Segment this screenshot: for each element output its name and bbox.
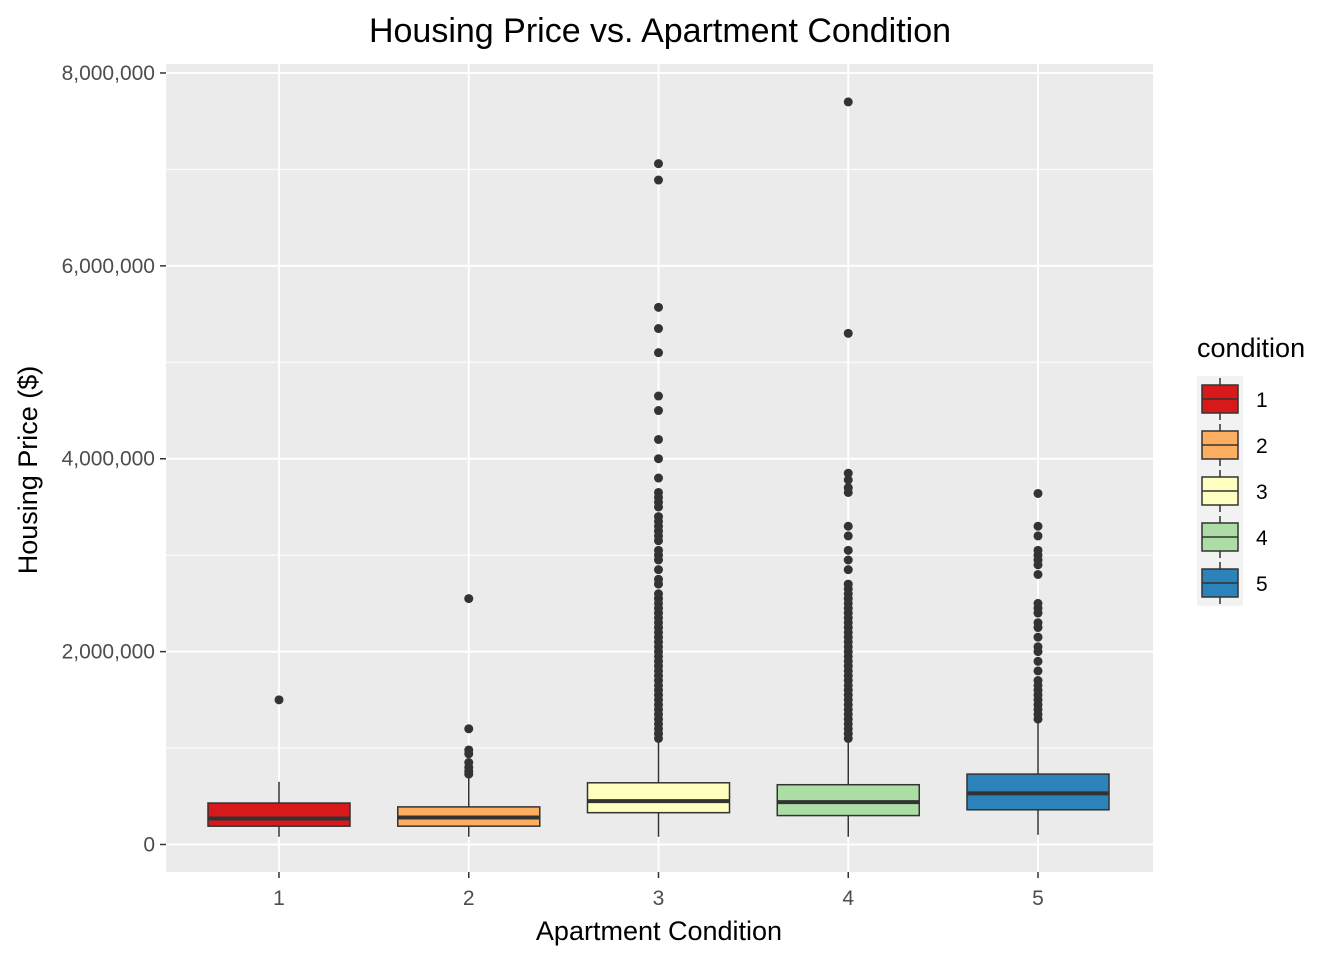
legend-title: condition bbox=[1197, 333, 1305, 363]
outlier-point bbox=[654, 348, 663, 358]
outlier-point bbox=[1033, 598, 1043, 608]
outlier-point bbox=[654, 565, 663, 575]
box-group-2 bbox=[397, 594, 541, 837]
outlier-point bbox=[654, 434, 663, 444]
legend-item-4: 4 bbox=[1197, 514, 1268, 560]
y-axis-title: Housing Price ($) bbox=[13, 366, 43, 575]
box-group-1 bbox=[207, 695, 351, 837]
outlier-point bbox=[464, 724, 474, 734]
box bbox=[586, 782, 731, 814]
x-tick-label: 5 bbox=[1032, 887, 1044, 910]
legend-item-1: 1 bbox=[1197, 376, 1268, 422]
legend-item-3: 3 bbox=[1197, 468, 1268, 514]
outlier-point bbox=[654, 454, 663, 464]
x-tick-label: 4 bbox=[842, 887, 854, 910]
outlier-point bbox=[843, 97, 853, 107]
outlier-point bbox=[843, 545, 853, 555]
box-series bbox=[207, 97, 1110, 837]
outlier-point bbox=[1033, 618, 1043, 628]
outlier-point bbox=[1033, 632, 1043, 642]
outlier-point bbox=[654, 487, 663, 497]
y-axis: 0 2,000,000 4,000,000 6,000,000 8,000,000 bbox=[62, 62, 166, 857]
x-tick-label: 1 bbox=[273, 887, 285, 910]
x-axis-title: Apartment Condition bbox=[536, 916, 782, 946]
outlier-point bbox=[1033, 666, 1043, 676]
legend-label: 5 bbox=[1256, 573, 1268, 596]
y-tick-label: 6,000,000 bbox=[62, 255, 155, 278]
outlier-point bbox=[654, 574, 663, 584]
outlier-point bbox=[654, 545, 663, 555]
x-axis: 1 2 3 4 5 bbox=[273, 872, 1044, 910]
legend-label: 2 bbox=[1256, 435, 1268, 458]
outlier-point bbox=[1033, 569, 1043, 579]
legend-label: 4 bbox=[1256, 527, 1268, 550]
box-group-3 bbox=[586, 159, 731, 837]
box-group-4 bbox=[776, 97, 920, 837]
legend-label: 1 bbox=[1256, 389, 1268, 412]
box-group-5 bbox=[966, 488, 1110, 835]
outlier-point bbox=[843, 468, 853, 478]
outlier-point bbox=[464, 594, 474, 604]
outlier-point bbox=[654, 512, 663, 522]
outlier-point bbox=[1033, 521, 1043, 531]
legend: condition 1 2 3 4 5 bbox=[1197, 333, 1305, 606]
box bbox=[207, 802, 351, 827]
outlier-point bbox=[654, 391, 663, 401]
outlier-point bbox=[843, 555, 853, 565]
outlier-point bbox=[843, 531, 853, 541]
outlier-point bbox=[464, 745, 474, 755]
y-tick-label: 2,000,000 bbox=[62, 641, 155, 664]
x-tick-label: 3 bbox=[653, 887, 665, 910]
outlier-point bbox=[843, 521, 853, 531]
legend-item-2: 2 bbox=[1197, 422, 1268, 468]
outlier-point bbox=[843, 475, 853, 485]
outlier-point bbox=[843, 328, 853, 338]
outlier-point bbox=[1033, 656, 1043, 666]
outlier-point bbox=[654, 175, 663, 185]
y-tick-label: 4,000,000 bbox=[62, 448, 155, 471]
outlier-point bbox=[654, 473, 663, 483]
legend-label: 3 bbox=[1256, 481, 1268, 504]
outlier-point bbox=[654, 159, 663, 169]
outlier-point bbox=[1033, 531, 1043, 541]
outlier-point bbox=[654, 324, 663, 334]
y-tick-label: 0 bbox=[143, 834, 155, 857]
outlier-point bbox=[843, 483, 853, 493]
outlier-point bbox=[274, 695, 284, 705]
outlier-point bbox=[1033, 488, 1043, 498]
chart-title: Housing Price vs. Apartment Condition bbox=[369, 12, 951, 50]
outlier-point bbox=[654, 302, 663, 312]
y-tick-label: 8,000,000 bbox=[62, 62, 155, 85]
outlier-point bbox=[1033, 676, 1043, 686]
x-tick-label: 2 bbox=[463, 887, 475, 910]
legend-item-5: 5 bbox=[1197, 560, 1268, 606]
outlier-point bbox=[654, 589, 663, 599]
outlier-point bbox=[1033, 642, 1043, 652]
outlier-point bbox=[843, 579, 853, 589]
outlier-point bbox=[843, 565, 853, 575]
outlier-point bbox=[464, 758, 474, 768]
outlier-point bbox=[1033, 545, 1043, 555]
outlier-point bbox=[654, 406, 663, 416]
